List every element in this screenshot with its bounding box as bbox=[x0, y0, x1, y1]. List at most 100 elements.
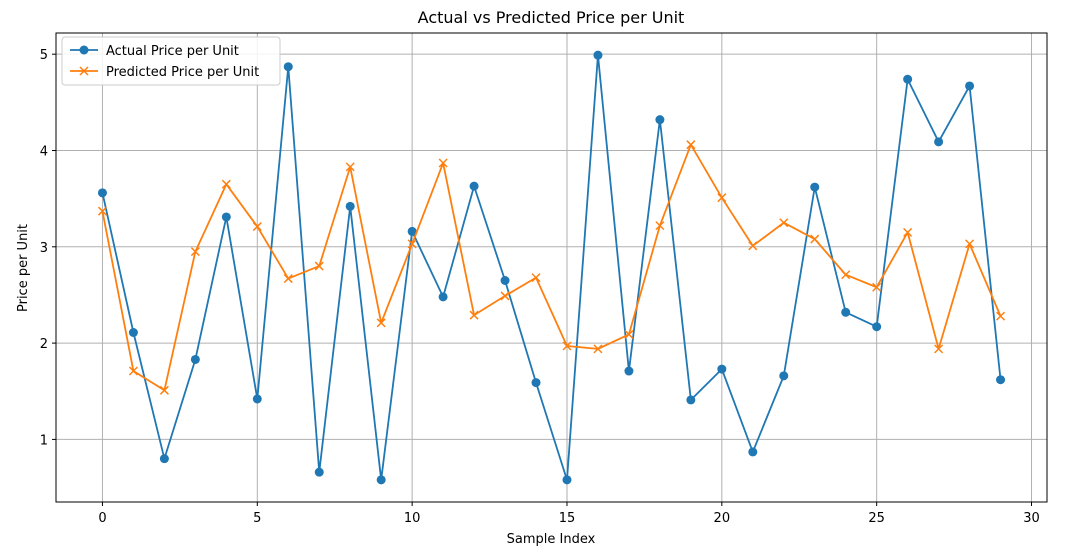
data-point-actual bbox=[345, 201, 355, 211]
data-point-predicted bbox=[500, 291, 510, 301]
data-point-actual bbox=[624, 366, 634, 376]
data-point-actual bbox=[97, 188, 107, 198]
data-point-predicted-stroke bbox=[562, 341, 572, 351]
data-point-predicted-stroke bbox=[624, 329, 634, 339]
data-point-predicted bbox=[314, 261, 324, 271]
x-tick-label: 15 bbox=[559, 511, 576, 526]
legend-sample-predicted bbox=[70, 66, 98, 76]
data-point-actual bbox=[903, 74, 913, 84]
data-point-predicted bbox=[221, 179, 231, 189]
data-point-predicted-stroke bbox=[376, 318, 386, 328]
series-actual bbox=[97, 50, 1006, 485]
data-point-actual bbox=[841, 307, 851, 317]
y-tick-label: 2 bbox=[40, 337, 48, 352]
data-point-predicted-stroke bbox=[252, 222, 262, 232]
data-point-predicted bbox=[562, 341, 572, 351]
data-point-predicted-stroke bbox=[779, 218, 789, 228]
data-point-predicted bbox=[903, 227, 913, 237]
x-tick-label: 0 bbox=[98, 511, 106, 526]
data-point-predicted bbox=[934, 344, 944, 354]
y-axis-ticks: 1 2 3 4 5 bbox=[40, 48, 56, 448]
data-point-predicted bbox=[810, 234, 820, 244]
data-point-predicted-stroke bbox=[97, 206, 107, 216]
data-point-actual bbox=[562, 475, 572, 485]
data-point-predicted-stroke bbox=[717, 193, 727, 203]
data-point-actual bbox=[810, 182, 820, 192]
data-point-predicted-stroke bbox=[531, 273, 541, 283]
series-line-predicted bbox=[101, 143, 1002, 392]
data-point-predicted bbox=[965, 239, 975, 249]
data-point-predicted-stroke bbox=[190, 247, 200, 257]
y-tick-label: 1 bbox=[40, 433, 48, 448]
y-tick-label: 5 bbox=[40, 48, 48, 63]
legend-marker-actual bbox=[79, 45, 89, 55]
data-point-actual bbox=[469, 181, 479, 191]
data-point-predicted-stroke bbox=[221, 179, 231, 189]
chart-title: Actual vs Predicted Price per Unit bbox=[418, 8, 685, 27]
data-point-actual bbox=[159, 454, 169, 464]
data-point-actual bbox=[593, 50, 603, 60]
data-point-actual bbox=[686, 395, 696, 405]
data-point-predicted bbox=[686, 140, 696, 150]
legend-marker-predicted bbox=[79, 66, 89, 76]
data-point-predicted bbox=[531, 273, 541, 283]
data-point-predicted bbox=[252, 222, 262, 232]
data-point-actual bbox=[407, 226, 417, 236]
data-point-actual bbox=[872, 322, 882, 332]
x-axis-label: Sample Index bbox=[507, 532, 596, 547]
legend: Actual Price per Unit Predicted Price pe… bbox=[61, 36, 281, 86]
data-point-predicted bbox=[748, 241, 758, 251]
x-tick-label: 25 bbox=[868, 511, 885, 526]
series-predicted bbox=[97, 140, 1006, 395]
series-layer bbox=[97, 50, 1006, 485]
data-point-predicted-stroke bbox=[996, 311, 1006, 321]
y-tick-label: 4 bbox=[40, 144, 48, 159]
data-point-actual bbox=[190, 354, 200, 364]
plot-frame bbox=[55, 32, 1048, 503]
data-point-predicted bbox=[469, 310, 479, 320]
series-line-actual bbox=[101, 54, 1002, 481]
x-axis-ticks: 0 5 10 15 20 25 30 bbox=[98, 502, 1040, 526]
y-tick-label: 3 bbox=[40, 241, 48, 256]
data-point-actual bbox=[779, 371, 789, 381]
data-point-predicted bbox=[407, 239, 417, 249]
data-point-actual bbox=[996, 375, 1006, 385]
legend-label-actual: Actual Price per Unit bbox=[106, 44, 239, 59]
x-tick-label: 10 bbox=[404, 511, 421, 526]
data-point-predicted-stroke bbox=[128, 366, 138, 376]
data-point-predicted-stroke bbox=[438, 158, 448, 168]
data-point-actual bbox=[500, 276, 510, 286]
data-point-actual bbox=[314, 467, 324, 477]
y-axis-label: Price per Unit bbox=[16, 224, 31, 312]
data-point-actual bbox=[252, 394, 262, 404]
data-point-predicted-stroke bbox=[872, 282, 882, 292]
data-point-predicted-stroke bbox=[965, 239, 975, 249]
data-point-actual bbox=[655, 115, 665, 125]
grid bbox=[56, 33, 1047, 502]
data-point-predicted-stroke bbox=[407, 239, 417, 249]
data-point-actual bbox=[717, 364, 727, 374]
data-point-predicted-stroke bbox=[159, 385, 169, 395]
data-point-predicted bbox=[996, 311, 1006, 321]
data-point-predicted bbox=[283, 274, 293, 284]
data-point-predicted-stroke bbox=[934, 344, 944, 354]
data-point-predicted-stroke bbox=[593, 344, 603, 354]
data-point-actual bbox=[376, 475, 386, 485]
data-point-actual bbox=[128, 328, 138, 338]
data-point-predicted bbox=[376, 318, 386, 328]
data-point-predicted bbox=[128, 366, 138, 376]
data-point-predicted bbox=[624, 329, 634, 339]
data-point-predicted bbox=[438, 158, 448, 168]
legend-marker-predicted-stroke bbox=[79, 66, 89, 76]
data-point-actual bbox=[438, 292, 448, 302]
data-point-actual bbox=[965, 81, 975, 91]
data-point-actual bbox=[748, 447, 758, 457]
data-point-actual bbox=[283, 62, 293, 72]
data-point-predicted bbox=[841, 270, 851, 280]
x-tick-label: 20 bbox=[714, 511, 731, 526]
data-point-predicted-stroke bbox=[500, 291, 510, 301]
data-point-predicted-stroke bbox=[686, 140, 696, 150]
data-point-predicted bbox=[872, 282, 882, 292]
